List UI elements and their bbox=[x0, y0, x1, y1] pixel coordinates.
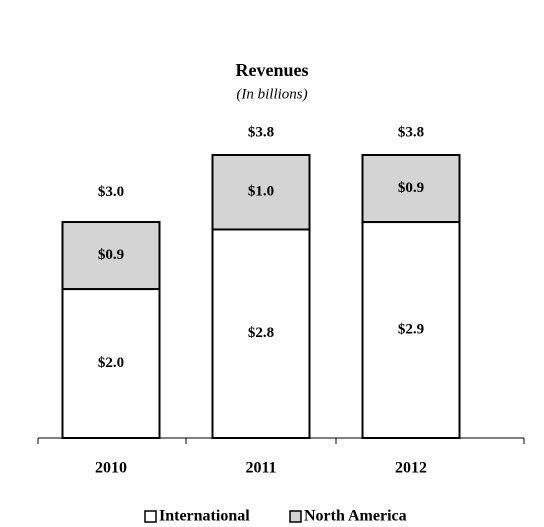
total-label: $3.8 bbox=[248, 124, 274, 140]
legend-swatch bbox=[144, 510, 157, 523]
x-tick-label: 2011 bbox=[245, 460, 276, 477]
data-label: $2.0 bbox=[98, 355, 124, 371]
legend-label: North America bbox=[304, 508, 407, 525]
total-label: $3.8 bbox=[398, 124, 424, 140]
data-label: $2.8 bbox=[248, 325, 274, 341]
data-label: $1.0 bbox=[248, 184, 274, 200]
x-tick-label: 2012 bbox=[395, 460, 427, 477]
chart-subtitle: (In billions) bbox=[236, 86, 307, 102]
legend-swatch bbox=[289, 510, 302, 523]
legend-label: International bbox=[159, 508, 250, 525]
data-label: $0.9 bbox=[398, 180, 424, 196]
bar-segment bbox=[61, 288, 161, 440]
data-label: $0.9 bbox=[98, 247, 124, 263]
x-tick-label: 2010 bbox=[95, 460, 127, 477]
chart-title: Revenues bbox=[236, 60, 309, 80]
legend: International North America bbox=[144, 508, 407, 525]
bar-segment bbox=[361, 154, 461, 224]
bar-segment bbox=[61, 221, 161, 291]
data-label: $2.9 bbox=[398, 321, 424, 337]
bar-segment bbox=[211, 154, 311, 231]
total-label: $3.0 bbox=[98, 184, 124, 200]
